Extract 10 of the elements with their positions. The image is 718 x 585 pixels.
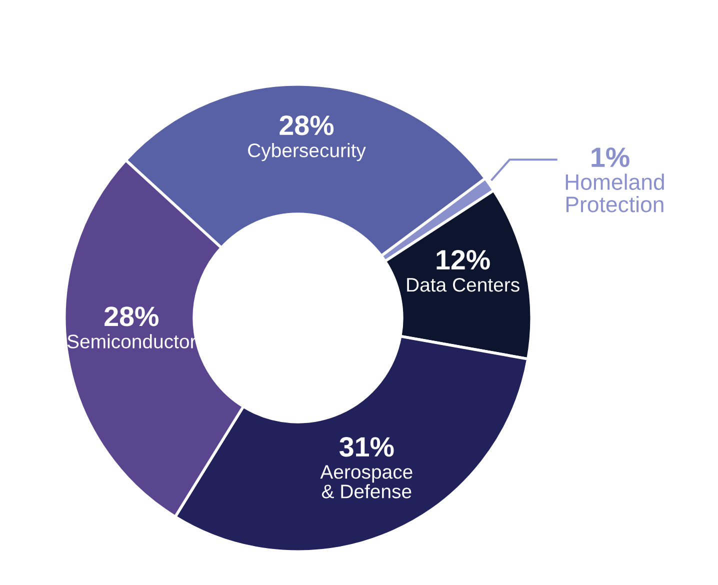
slice-label: Semiconductor (67, 334, 196, 348)
slice-label: Aerospace & Defense (320, 465, 412, 498)
data-label: 31% (340, 437, 394, 457)
data-label: 28% (104, 306, 158, 326)
data-label: 1% (592, 147, 630, 168)
data-label: 12% (436, 250, 490, 270)
slice-label: Homeland Protection (566, 174, 664, 212)
slice-label: Cybersecurity (248, 143, 366, 162)
data-label: 28% (280, 116, 334, 136)
slice-label: Data Centers (407, 278, 520, 292)
